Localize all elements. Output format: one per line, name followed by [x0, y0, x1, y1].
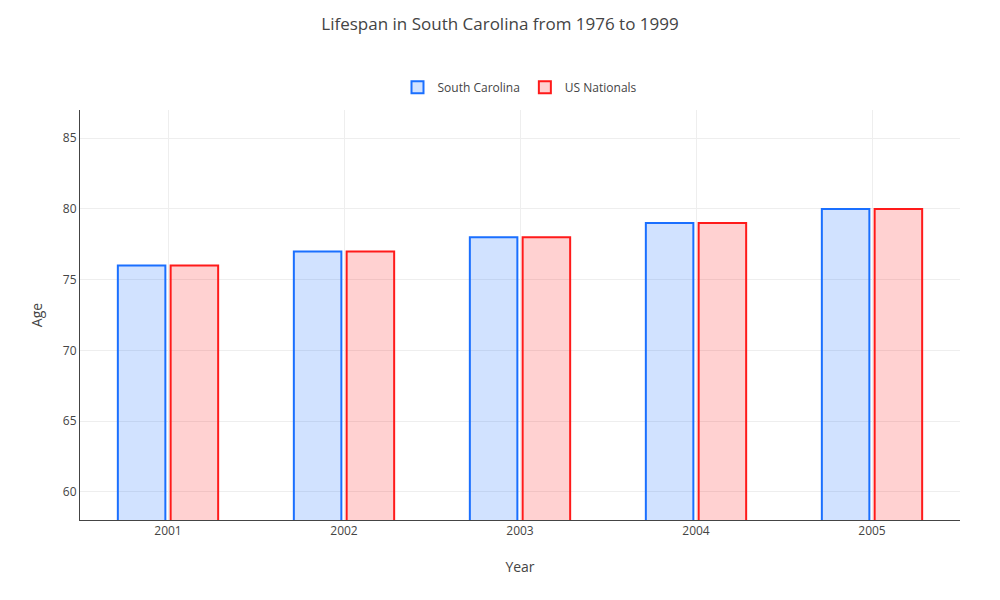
svg-text:2001: 2001	[154, 522, 181, 539]
svg-text:US Nationals: US Nationals	[565, 79, 637, 96]
svg-text:2002: 2002	[330, 522, 358, 539]
svg-text:80: 80	[63, 200, 77, 217]
svg-text:Year: Year	[505, 557, 534, 576]
svg-text:70: 70	[63, 342, 77, 359]
svg-text:2005: 2005	[858, 522, 886, 539]
svg-text:2004: 2004	[682, 522, 710, 539]
svg-text:85: 85	[63, 129, 77, 146]
svg-text:65: 65	[63, 412, 77, 429]
svg-text:2003: 2003	[506, 522, 534, 539]
svg-text:60: 60	[63, 483, 77, 500]
svg-text:Lifespan in South Carolina fro: Lifespan in South Carolina from 1976 to …	[321, 12, 678, 35]
svg-text:Age: Age	[27, 303, 46, 327]
svg-text:South Carolina: South Carolina	[438, 79, 520, 96]
svg-text:75: 75	[63, 271, 77, 288]
